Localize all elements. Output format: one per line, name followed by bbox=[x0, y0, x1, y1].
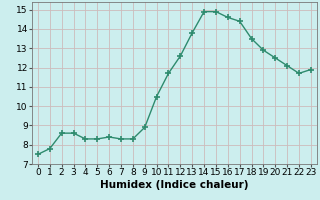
X-axis label: Humidex (Indice chaleur): Humidex (Indice chaleur) bbox=[100, 180, 249, 190]
